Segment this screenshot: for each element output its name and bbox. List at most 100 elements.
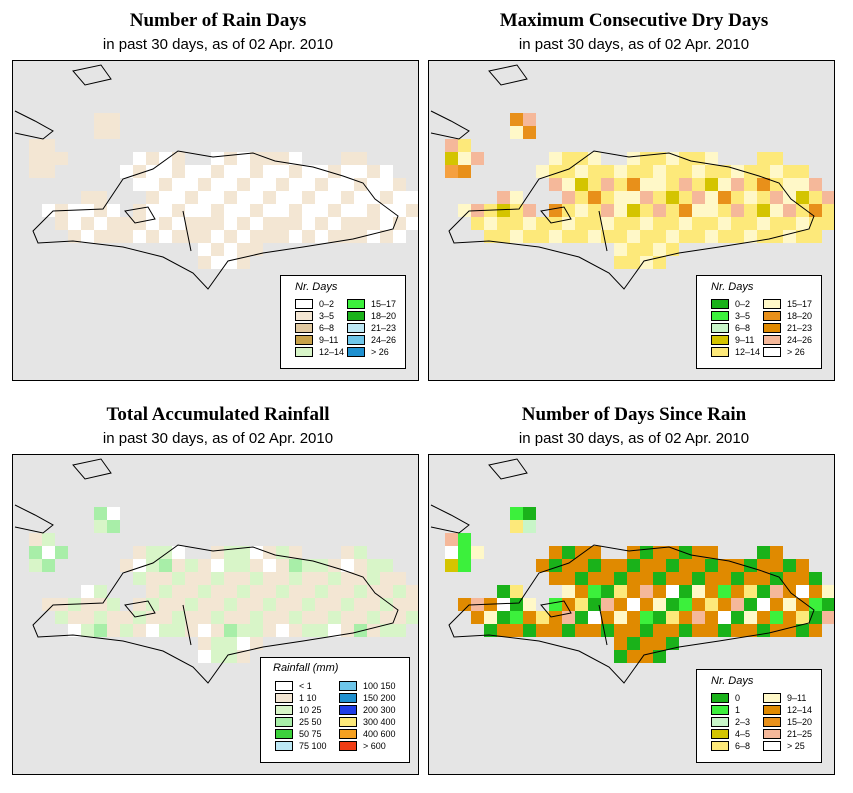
grid-cell bbox=[588, 559, 601, 572]
grid-cell bbox=[198, 637, 211, 650]
grid-cell bbox=[783, 204, 796, 217]
grid-cell bbox=[211, 572, 224, 585]
grid-cell bbox=[601, 204, 614, 217]
island-outline bbox=[32, 150, 399, 290]
legend-label: 0–2 bbox=[319, 299, 335, 309]
grid-cell bbox=[159, 585, 172, 598]
grid-cell bbox=[523, 113, 536, 126]
grid-cell bbox=[731, 178, 744, 191]
grid-cell bbox=[536, 624, 549, 637]
grid-cell bbox=[653, 611, 666, 624]
grid-cell bbox=[120, 217, 133, 230]
grid-cell bbox=[705, 165, 718, 178]
grid-cell bbox=[107, 230, 120, 243]
grid-cell bbox=[120, 165, 133, 178]
grid-cell bbox=[107, 217, 120, 230]
grid-cell bbox=[42, 204, 55, 217]
grid-cell bbox=[653, 546, 666, 559]
grid-cell bbox=[263, 230, 276, 243]
grid-cell bbox=[237, 624, 250, 637]
grid-cell bbox=[510, 585, 523, 598]
grid-cell bbox=[198, 204, 211, 217]
grid-cell bbox=[510, 624, 523, 637]
grid-cell bbox=[328, 165, 341, 178]
grid-cell bbox=[653, 217, 666, 230]
grid-cell bbox=[172, 598, 185, 611]
grid-cell bbox=[731, 598, 744, 611]
legend-label: 50 75 bbox=[299, 729, 322, 739]
grid-cell bbox=[744, 585, 757, 598]
grid-cell bbox=[211, 217, 224, 230]
legend-item: 21–23 bbox=[763, 322, 812, 334]
grid-cell bbox=[29, 152, 42, 165]
grid-cell bbox=[614, 243, 627, 256]
grid-cell bbox=[627, 650, 640, 663]
grid-cell bbox=[211, 624, 224, 637]
grid-cell bbox=[367, 178, 380, 191]
grid-cell bbox=[718, 624, 731, 637]
grid-cell bbox=[315, 624, 328, 637]
grid-cell bbox=[796, 178, 809, 191]
grid-cell bbox=[81, 217, 94, 230]
grid-cell bbox=[822, 611, 834, 624]
grid-cell bbox=[640, 572, 653, 585]
grid-cell bbox=[341, 191, 354, 204]
grid-cell bbox=[250, 165, 263, 178]
grid-cell bbox=[653, 178, 666, 191]
grid-cell bbox=[575, 178, 588, 191]
grid-cell bbox=[705, 191, 718, 204]
grid-cell bbox=[627, 598, 640, 611]
map-legend: Nr. Days 0 1 2–3 4–5 6–8 9–11 12–14 15–20 21–25 >… bbox=[696, 669, 822, 763]
grid-cell bbox=[809, 572, 822, 585]
grid-cell bbox=[250, 230, 263, 243]
grid-cell bbox=[718, 165, 731, 178]
grid-cell bbox=[107, 624, 120, 637]
grid-cell bbox=[627, 585, 640, 598]
grid-cell bbox=[640, 624, 653, 637]
legend-item: 9–11 bbox=[763, 692, 806, 704]
grid-cell bbox=[796, 204, 809, 217]
legend-label: 150 200 bbox=[363, 693, 396, 703]
grid-cell bbox=[640, 204, 653, 217]
legend-label: 0 bbox=[735, 693, 741, 703]
grid-cell bbox=[159, 217, 172, 230]
grid-cell bbox=[614, 178, 627, 191]
grid-cell bbox=[458, 165, 471, 178]
grid-cell bbox=[159, 598, 172, 611]
grid-cell bbox=[211, 611, 224, 624]
grid-cell bbox=[692, 204, 705, 217]
grid-cell bbox=[562, 572, 575, 585]
grid-cell bbox=[42, 533, 55, 546]
grid-cell bbox=[783, 611, 796, 624]
grid-cell bbox=[198, 572, 211, 585]
grid-cell bbox=[458, 139, 471, 152]
legend-swatch bbox=[339, 741, 357, 751]
grid-cell bbox=[185, 559, 198, 572]
grid-cell bbox=[757, 585, 770, 598]
legend-swatch bbox=[275, 681, 293, 691]
grid-cell bbox=[666, 243, 679, 256]
grid-cell bbox=[315, 585, 328, 598]
grid-cell bbox=[237, 191, 250, 204]
legend-item: 100 150 bbox=[339, 680, 396, 692]
grid-cell bbox=[172, 611, 185, 624]
grid-cell bbox=[224, 559, 237, 572]
grid-cell bbox=[198, 598, 211, 611]
panel-subtitle: in past 30 days, as of 02 Apr. 2010 bbox=[518, 430, 750, 447]
legend-item: 0–2 bbox=[711, 298, 750, 310]
grid-cell bbox=[692, 165, 705, 178]
grid-cell bbox=[614, 585, 627, 598]
grid-cell bbox=[289, 230, 302, 243]
grid-cell bbox=[562, 598, 575, 611]
grid-cell bbox=[237, 204, 250, 217]
grid-cell bbox=[354, 191, 367, 204]
grid-cell bbox=[406, 611, 418, 624]
grid-cell bbox=[354, 152, 367, 165]
legend-label: 200 300 bbox=[363, 705, 396, 715]
grid-cell bbox=[341, 178, 354, 191]
grid-cell bbox=[380, 611, 393, 624]
grid-cell bbox=[172, 572, 185, 585]
grid-cell bbox=[757, 546, 770, 559]
legend-item: 15–17 bbox=[347, 298, 396, 310]
grid-cell bbox=[406, 204, 418, 217]
